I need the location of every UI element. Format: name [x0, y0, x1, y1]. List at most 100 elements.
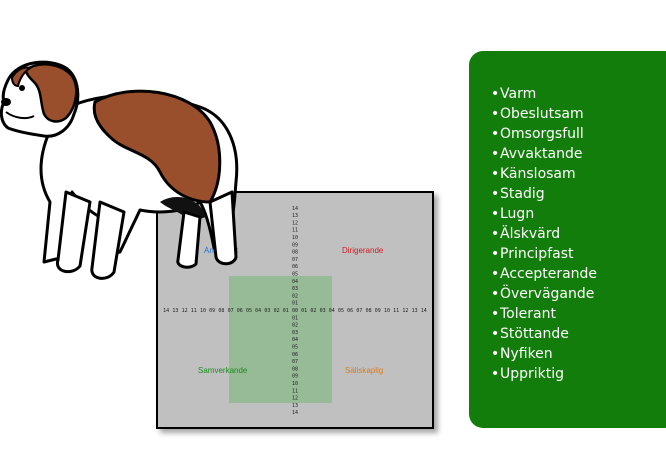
x-tick-label: 10: [200, 308, 206, 314]
x-tick-label: 07: [356, 308, 362, 314]
trait-label: Principfast: [500, 246, 574, 262]
y-tick-label: 07: [292, 257, 298, 263]
y-tick-label: 14: [292, 410, 298, 416]
saint-bernard-dog-icon: [0, 60, 239, 280]
trait-item: •Övervägande: [491, 284, 597, 304]
personality-matrix: 14 14 13 13 12 12 11 11 10 10 09 09 08 08 07 07 06 06 05 05…: [156, 191, 434, 429]
y-tick-label: 05: [292, 345, 298, 351]
x-tick-label: 05: [338, 308, 344, 314]
trait-item: •Nyfiken: [491, 344, 597, 364]
trait-label: Uppriktig: [500, 366, 565, 382]
x-tick-label: 06: [347, 308, 353, 314]
trait-item: •Omsorgsfull: [491, 124, 597, 144]
trait-label: Älskvärd: [500, 226, 561, 242]
x-tick-label: 04: [255, 308, 261, 314]
y-tick-label: 01: [292, 301, 298, 307]
y-tick-label: 04: [292, 337, 298, 343]
y-tick-label: 00: [292, 308, 298, 314]
trait-item: •Tolerant: [491, 304, 597, 324]
y-tick-label: 11: [292, 388, 298, 394]
bullet-icon: •: [491, 226, 500, 242]
y-tick-label: 08: [292, 366, 298, 372]
trait-label: Tolerant: [500, 306, 556, 322]
trait-item: •Älskvärd: [491, 224, 597, 244]
x-tick-label: 11: [191, 308, 197, 314]
matrix-grid: 1414131312121111101009090808070706060505…: [163, 206, 427, 416]
y-tick-label: 06: [292, 352, 298, 358]
y-tick-label: 05: [292, 272, 298, 278]
trait-item: •Stadig: [491, 184, 597, 204]
y-tick-label: 01: [292, 315, 298, 321]
quadrant-label-social: Sällskaplig: [345, 366, 384, 375]
x-tick-label: 08: [218, 308, 224, 314]
y-tick-label: 12: [292, 220, 298, 226]
quadrant-label-cooperative: Samverkande: [198, 366, 248, 375]
trait-label: Stadig: [500, 186, 545, 202]
y-tick-label: 10: [292, 381, 298, 387]
trait-label: Övervägande: [500, 286, 595, 302]
x-tick-label: 12: [182, 308, 188, 314]
y-tick-label: 11: [292, 228, 298, 234]
x-tick-label: 01: [301, 308, 307, 314]
trait-item: •Lugn: [491, 204, 597, 224]
x-tick-label: 02: [274, 308, 280, 314]
y-tick-label: 03: [292, 330, 298, 336]
trait-item: •Uppriktig: [491, 364, 597, 384]
x-tick-label: 07: [228, 308, 234, 314]
bullet-icon: •: [491, 206, 500, 222]
x-tick-label: 13: [172, 308, 178, 314]
x-tick-label: 06: [237, 308, 243, 314]
x-tick-label: 14: [421, 308, 427, 314]
x-tick-label: 02: [310, 308, 316, 314]
trait-item: •Varm: [491, 84, 597, 104]
quadrant-label-directive: Dirigerande: [342, 246, 384, 255]
trait-item: •Principfast: [491, 244, 597, 264]
x-tick-label: 01: [283, 308, 289, 314]
x-tick-label: 03: [264, 308, 270, 314]
traits-panel: •Varm •Obeslutsam •Omsorgsfull •Avvaktande •…: [469, 51, 666, 428]
x-tick-label: 05: [246, 308, 252, 314]
x-tick-label: 04: [329, 308, 335, 314]
y-tick-label: 10: [292, 235, 298, 241]
bullet-icon: •: [491, 346, 500, 362]
bullet-icon: •: [491, 86, 500, 102]
bullet-icon: •: [491, 106, 500, 122]
trait-label: Obeslutsam: [500, 106, 584, 122]
y-tick-label: 13: [292, 403, 298, 409]
y-tick-label: 06: [292, 264, 298, 270]
trait-label: Känslosam: [500, 166, 576, 182]
bullet-icon: •: [491, 146, 500, 162]
x-tick-label: 09: [209, 308, 215, 314]
y-tick-label: 04: [292, 279, 298, 285]
bullet-icon: •: [491, 306, 500, 322]
y-tick-label: 02: [292, 323, 298, 329]
x-tick-label: 10: [384, 308, 390, 314]
y-tick-label: 03: [292, 286, 298, 292]
bullet-icon: •: [491, 186, 500, 202]
y-tick-label: 12: [292, 396, 298, 402]
trait-label: Nyfiken: [500, 346, 553, 362]
bullet-icon: •: [491, 326, 500, 342]
trait-label: Varm: [500, 86, 537, 102]
x-tick-label: 14: [163, 308, 169, 314]
x-tick-label: 09: [375, 308, 381, 314]
y-tick-label: 13: [292, 213, 298, 219]
x-tick-label: 08: [366, 308, 372, 314]
y-tick-label: 14: [292, 206, 298, 212]
trait-item: •Stöttande: [491, 324, 597, 344]
x-tick-label: 03: [320, 308, 326, 314]
trait-item: •Accepterande: [491, 264, 597, 284]
trait-label: Avvaktande: [500, 146, 583, 162]
x-tick-label: 12: [402, 308, 408, 314]
trait-label: Omsorgsfull: [500, 126, 584, 142]
y-tick-label: 02: [292, 293, 298, 299]
y-tick-label: 09: [292, 374, 298, 380]
y-tick-label: 09: [292, 242, 298, 248]
trait-item: •Känslosam: [491, 164, 597, 184]
bullet-icon: •: [491, 366, 500, 382]
trait-label: Lugn: [500, 206, 535, 222]
y-tick-label: 08: [292, 250, 298, 256]
x-tick-label: 13: [412, 308, 418, 314]
bullet-icon: •: [491, 266, 500, 282]
bullet-icon: •: [491, 126, 500, 142]
